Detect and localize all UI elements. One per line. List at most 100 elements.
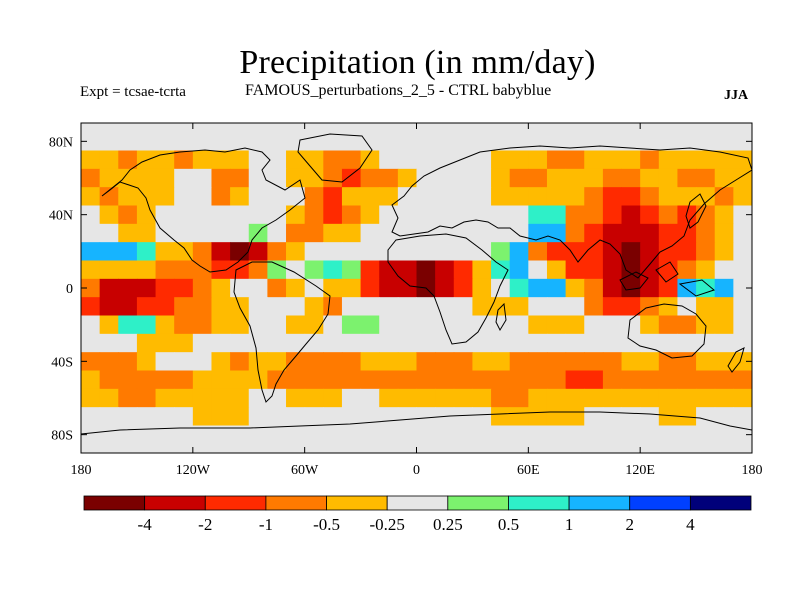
field-cell [118, 407, 138, 426]
field-cell [136, 297, 157, 316]
field-cell [230, 370, 250, 390]
field-cell [546, 297, 567, 316]
field-cell [696, 278, 716, 298]
field-cell [286, 370, 306, 390]
season-label: JJA [724, 88, 749, 103]
field-cell [640, 407, 660, 426]
field-cell [565, 407, 585, 426]
field-cell [621, 168, 641, 188]
field-cell [602, 260, 623, 280]
field-cell [565, 333, 585, 353]
field-cell [304, 132, 324, 151]
field-cell [211, 278, 231, 298]
colorbar-label: 4 [686, 515, 695, 534]
field-cell [267, 205, 287, 225]
field-cell [509, 278, 529, 298]
field-cell [696, 205, 716, 225]
field-cell [640, 352, 660, 371]
field-cell [528, 242, 548, 261]
field-cell [696, 388, 716, 408]
field-cell [397, 132, 417, 151]
field-cell [528, 352, 548, 371]
field-cell [99, 297, 119, 316]
field-cell [696, 370, 716, 390]
field-cell [453, 260, 473, 280]
field-cell [118, 205, 138, 225]
field-cell [416, 132, 436, 151]
field-cell [491, 150, 511, 170]
field-cell [658, 388, 678, 408]
field-cell [714, 132, 734, 151]
field-cell [360, 168, 380, 188]
field-cell [304, 315, 324, 335]
field-cell [677, 205, 697, 225]
field-cell [379, 352, 399, 371]
field-cell [733, 352, 752, 371]
field-cell [677, 242, 697, 261]
field-cell [341, 333, 362, 353]
field-cell [99, 388, 119, 408]
field-cell [230, 407, 250, 426]
field-cell [323, 132, 343, 151]
field-cell [248, 333, 268, 353]
field-cell [118, 223, 138, 243]
field-cell [174, 388, 194, 408]
field-cell [658, 278, 678, 298]
field-cell [565, 223, 585, 243]
field-cell [81, 187, 101, 206]
field-cell [155, 333, 175, 353]
field-cell [341, 370, 362, 390]
field-cell [435, 278, 455, 298]
field-cell [453, 333, 473, 353]
field-cell [267, 407, 287, 426]
field-cell [435, 370, 455, 390]
colorbar-swatch [629, 495, 691, 511]
field-cell [379, 388, 399, 408]
field-cell [192, 407, 212, 426]
field-cell [472, 187, 492, 206]
field-cell [528, 278, 548, 298]
field-cell [155, 242, 175, 261]
field-cell [230, 150, 250, 170]
field-cell [397, 388, 417, 408]
field-cell [248, 297, 268, 316]
field-cell [304, 260, 324, 280]
field-cell [640, 150, 660, 170]
field-cell [472, 333, 492, 353]
field-cell [640, 388, 660, 408]
field-cell [528, 388, 548, 408]
field-cell [99, 132, 119, 151]
field-cell [733, 260, 752, 280]
field-cell [640, 260, 660, 280]
colorbar-swatch [386, 495, 449, 511]
coastlines [81, 133, 752, 435]
field-cell [192, 132, 212, 151]
field-cell [416, 333, 436, 353]
field-cell [714, 150, 734, 170]
field-cell [99, 187, 119, 206]
field-cell [323, 352, 343, 371]
field-cell [509, 205, 529, 225]
colorbar-label: -0.25 [369, 515, 404, 534]
field-cell [733, 278, 752, 298]
field-cell [267, 315, 287, 335]
field-cell [211, 333, 231, 353]
field-cell [341, 260, 362, 280]
field-cell [491, 352, 511, 371]
field-cell [565, 150, 585, 170]
y-tick-label: 80N [49, 135, 73, 150]
colorbar-swatch [326, 495, 388, 511]
field-cell [81, 297, 101, 316]
field-cell [416, 223, 436, 243]
field-cell [416, 297, 436, 316]
field-cell [509, 168, 529, 188]
field-cell [528, 407, 548, 426]
field-cell [192, 278, 212, 298]
field-cell [528, 187, 548, 206]
field-cell [360, 388, 380, 408]
field-cell [733, 132, 752, 151]
field-cell [696, 407, 716, 426]
field-cell [136, 260, 157, 280]
field-cell [602, 150, 623, 170]
field-cell [416, 260, 436, 280]
